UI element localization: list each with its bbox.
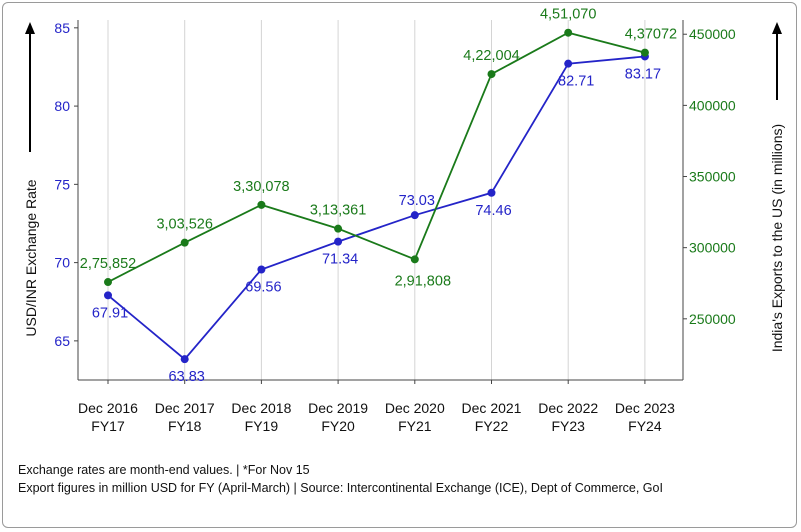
x-tick-label: FY22 (475, 418, 509, 434)
x-tick-label: Dec 2017 (155, 400, 215, 416)
right-tick-label: 250000 (689, 311, 736, 327)
exchange-rate-point (487, 188, 496, 197)
exports-data-label: 4,22,004 (463, 48, 519, 64)
exports-point (334, 224, 343, 233)
axis-titles: USD/INR Exchange Rate India's Exports to … (23, 22, 785, 352)
exchange-rate-line (107, 55, 645, 361)
exports-line (107, 31, 646, 283)
exchange-rate-point (180, 355, 189, 364)
x-tick-label: FY18 (168, 418, 202, 434)
x-axis-ticks: Dec 2016 FY17 Dec 2017 FY18 Dec 2018 FY19 Dec … (78, 380, 675, 434)
left-axis-ticks: 65 70 75 80 85 (54, 20, 78, 349)
x-tick-label: FY24 (628, 418, 662, 434)
right-tick-label: 300000 (689, 240, 736, 256)
right-tick-label: 350000 (689, 169, 736, 185)
exchange-rate-data-label: 71.34 (322, 252, 358, 268)
exports-data-label: 3,13,361 (310, 203, 366, 219)
left-tick-label: 65 (54, 333, 70, 349)
left-tick-label: 75 (54, 176, 70, 192)
x-tick-label: Dec 2016 (78, 400, 138, 416)
data-labels: 67.91 63.83 69.56 71.34 73.03 74.46 82.71 83.17… (80, 7, 677, 385)
exports-data-label: 4,37072 (625, 27, 677, 43)
x-tick-label: FY21 (398, 418, 432, 434)
exports-point (104, 278, 112, 287)
exports-data-label: 2,91,808 (395, 273, 451, 289)
x-tick-label: FY19 (245, 418, 279, 434)
exports-point (257, 200, 266, 209)
left-tick-label: 70 (54, 255, 70, 271)
note-exchange-rates: Exchange rates are month-end values. | *… (18, 463, 310, 477)
left-tick-label: 80 (54, 98, 70, 114)
x-tick-label: Dec 2020 (385, 400, 445, 416)
exchange-rate-data-label: 83.17 (625, 66, 661, 82)
right-axis-title: India's Exports to the US (in millions) (769, 124, 785, 352)
exports-point (487, 70, 496, 79)
exchange-rate-data-label: 69.56 (245, 279, 281, 295)
right-axis-arrowhead-icon (772, 22, 782, 34)
right-tick-label: 450000 (689, 26, 736, 42)
exports-point (564, 28, 573, 37)
exchange-rate-point (334, 237, 343, 246)
x-tick-label: Dec 2023 (615, 400, 675, 416)
x-tick-label: FY17 (91, 418, 125, 434)
x-tick-label: FY20 (321, 418, 355, 434)
x-tick-label: Dec 2018 (231, 400, 291, 416)
exports-data-label: 2,75,852 (80, 256, 136, 272)
exchange-rate-point (257, 265, 266, 274)
exports-point (640, 48, 649, 57)
exchange-rate-point (410, 211, 419, 220)
exports-data-label: 3,30,078 (233, 179, 289, 195)
exports-point (180, 238, 189, 247)
exchange-rate-data-label: 63.83 (169, 369, 205, 385)
grid-lines (107, 20, 646, 380)
left-tick-label: 85 (54, 20, 70, 36)
x-tick-label: Dec 2022 (538, 400, 598, 416)
exchange-rate-data-label: 82.71 (558, 74, 594, 90)
right-tick-label: 400000 (689, 97, 736, 113)
note-sources: Export figures in million USD for FY (Ap… (18, 481, 663, 495)
x-tick-label: Dec 2021 (462, 400, 522, 416)
exports-data-label: 4,51,070 (540, 7, 596, 23)
exports-point (410, 255, 419, 264)
exchange-rate-data-label: 67.91 (92, 305, 128, 321)
exports-data-label: 3,03,526 (156, 217, 212, 233)
exchange-rate-point (104, 291, 112, 300)
x-tick-label: Dec 2019 (308, 400, 368, 416)
left-axis-arrowhead-icon (25, 22, 35, 34)
left-axis-title: USD/INR Exchange Rate (23, 179, 39, 336)
exchange-rate-data-label: 73.03 (399, 193, 435, 209)
axes (77, 20, 684, 381)
series-layer (104, 28, 649, 364)
exchange-rate-data-label: 74.46 (475, 203, 511, 219)
right-axis-ticks: 250000 300000 350000 400000 450000 (683, 26, 736, 327)
x-tick-label: FY23 (551, 418, 585, 434)
exchange-rate-point (564, 59, 573, 68)
